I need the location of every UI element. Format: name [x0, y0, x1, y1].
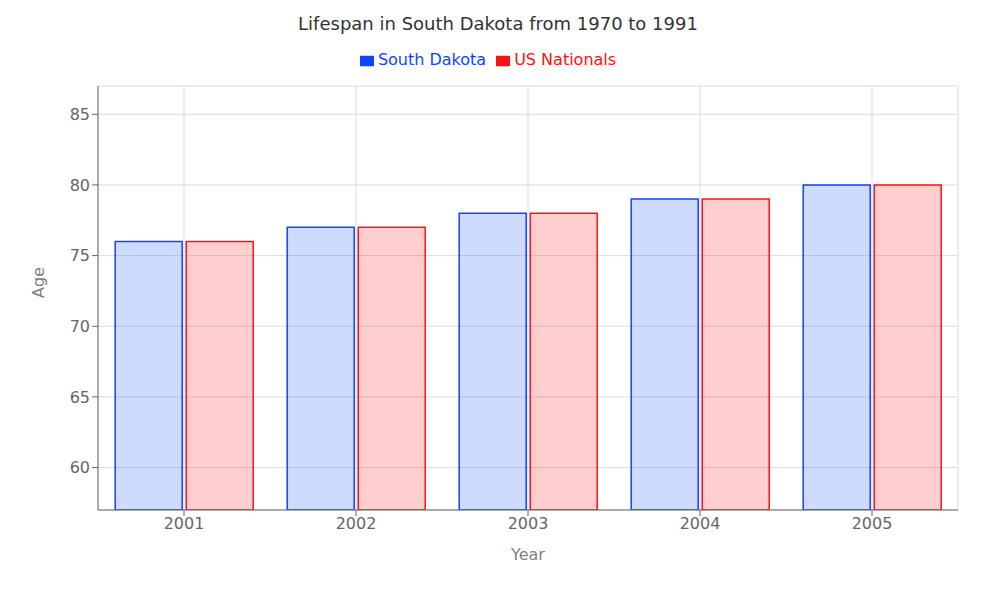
svg-text:2004: 2004	[680, 514, 721, 533]
html-text:US Nationals: US Nationals	[514, 50, 617, 69]
svg-text:2002: 2002	[336, 514, 377, 533]
html-text:South Dakota: South Dakota	[377, 50, 487, 69]
html-text:Lifespan in South Dakota from: Lifespan in South Dakota from 1970 to 19…	[298, 13, 698, 34]
svg-text:85: 85	[70, 105, 90, 124]
svg-text:Year: Year	[510, 545, 545, 564]
svg-text:2001: 2001	[164, 514, 205, 533]
svg-text:2005: 2005	[852, 514, 893, 533]
svg-text:75: 75	[70, 246, 90, 265]
svg-text:60: 60	[70, 458, 90, 477]
svg-text:Age: Age	[29, 267, 48, 298]
svg-text:65: 65	[70, 388, 90, 407]
svg-text:70: 70	[70, 317, 90, 336]
svg-text:80: 80	[70, 176, 90, 195]
svg-text:2003: 2003	[508, 514, 549, 533]
